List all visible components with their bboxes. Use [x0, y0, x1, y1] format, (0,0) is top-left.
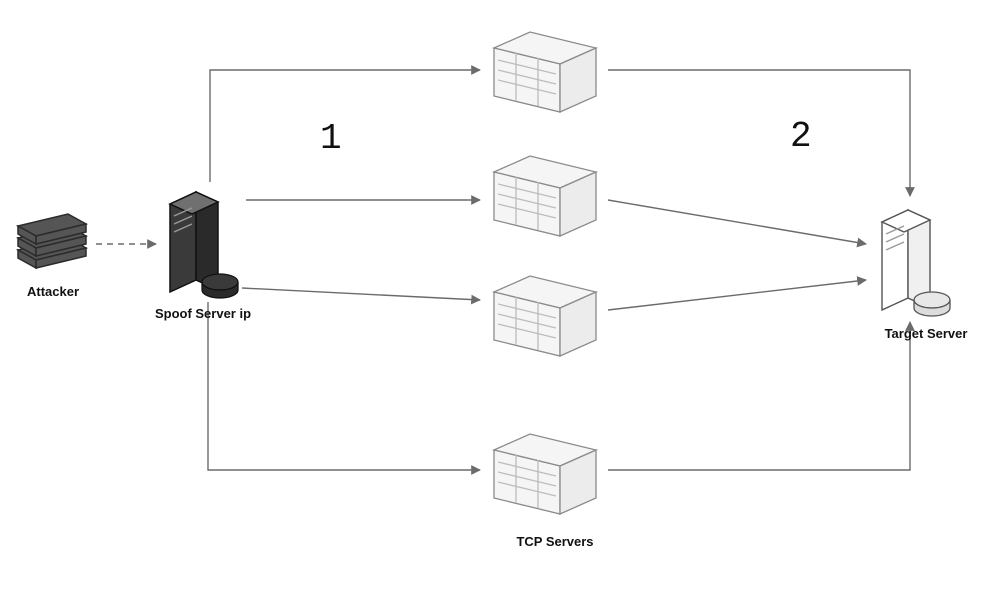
- step-label-2: 2: [790, 116, 814, 157]
- spoof-server-icon: [170, 192, 238, 298]
- diagram-canvas: Attacker Spoof Server ip TCP Servers Tar…: [0, 0, 1000, 598]
- step-label-1: 1: [320, 118, 344, 159]
- target-server-label: Target Server: [876, 326, 976, 341]
- nodes-layer: [0, 0, 1000, 598]
- tcp2-icon: [494, 156, 596, 236]
- tcp-servers-label: TCP Servers: [510, 534, 600, 549]
- spoof-server-label: Spoof Server ip: [148, 306, 258, 321]
- tcp1-icon: [494, 32, 596, 112]
- attacker-icon: [18, 214, 86, 268]
- tcp4-icon: [494, 434, 596, 514]
- tcp3-icon: [494, 276, 596, 356]
- attacker-label: Attacker: [18, 284, 88, 299]
- target-server-icon: [882, 210, 950, 316]
